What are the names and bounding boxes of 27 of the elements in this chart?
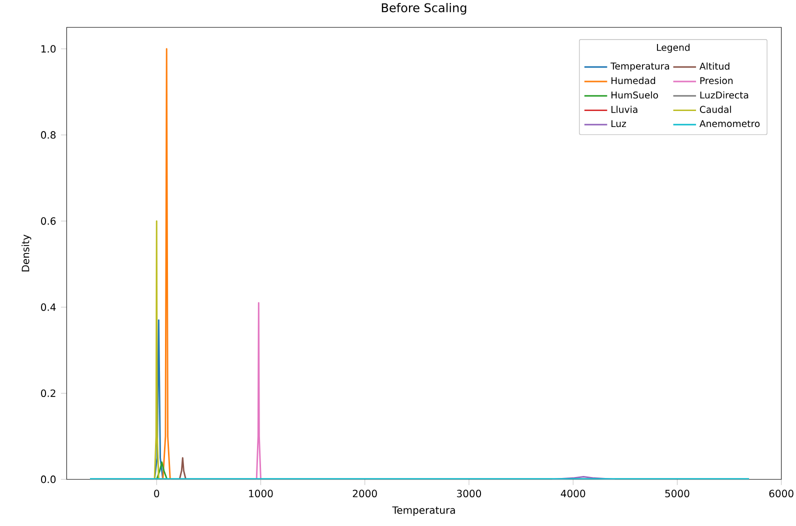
chart-title: Before Scaling [382,3,466,15]
legend-label: Altitud [699,62,730,70]
legend-label: Presion [700,76,733,84]
x-tick-label: 2000 [352,490,377,498]
y-axis-title: Density [22,234,32,272]
y-tick-label: 0.4 [41,303,56,311]
y-tick-label: 0.6 [41,217,56,225]
legend-label: Humedad [611,76,656,84]
x-tick-label: 6000 [769,490,794,498]
y-tick-label: 1.0 [41,45,56,53]
legend-label: Lluvia [611,106,638,113]
x-tick-label: 0 [154,490,160,498]
legend-label: HumSuelo [611,91,658,99]
x-tick-label: 4000 [560,490,586,498]
x-tick-label: 5000 [665,490,690,498]
x-tick-label: 3000 [457,490,482,498]
legend-label: Caudal [700,106,731,113]
y-tick-label: 0.0 [41,476,56,484]
y-tick-label: 0.2 [41,389,56,398]
y-tick-label: 0.8 [41,131,56,139]
legend-label: Temperatura [610,62,670,72]
x-axis-title: Temperatura [392,506,455,516]
legend-title: Legend [657,44,690,53]
legend-label: Luz [611,120,626,128]
legend-label: LuzDirecta [700,91,748,99]
x-tick-label: 1000 [249,490,273,498]
legend-label: Anemometro [699,120,760,128]
